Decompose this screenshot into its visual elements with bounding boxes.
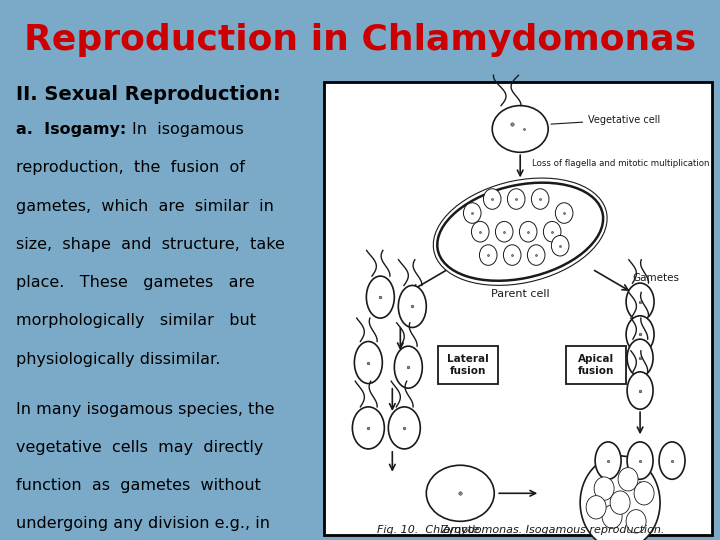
Ellipse shape — [395, 346, 423, 388]
Text: In many isogamous species, the: In many isogamous species, the — [16, 402, 274, 416]
Text: function  as  gametes  without: function as gametes without — [16, 478, 261, 493]
Circle shape — [503, 245, 521, 265]
Ellipse shape — [426, 465, 494, 521]
Ellipse shape — [398, 286, 426, 327]
Ellipse shape — [352, 407, 384, 449]
Ellipse shape — [366, 276, 395, 318]
Text: a.  Isogamy:: a. Isogamy: — [16, 122, 126, 137]
Circle shape — [610, 491, 630, 514]
Text: place.   These   gametes   are: place. These gametes are — [16, 275, 254, 290]
Circle shape — [634, 482, 654, 505]
Circle shape — [483, 189, 501, 210]
Ellipse shape — [626, 283, 654, 320]
Circle shape — [602, 505, 622, 528]
Text: Fig. 10.  Chlamydomonas. Isogamous reproduction.: Fig. 10. Chlamydomonas. Isogamous reprod… — [377, 525, 664, 535]
Circle shape — [594, 477, 614, 500]
Text: undergoing any division e.g., in: undergoing any division e.g., in — [16, 516, 270, 531]
Text: Apical
fusion: Apical fusion — [578, 354, 614, 376]
Ellipse shape — [627, 339, 653, 376]
Text: Reproduction in Chlamydomonas: Reproduction in Chlamydomonas — [24, 23, 696, 57]
Text: vegetative  cells  may  directly: vegetative cells may directly — [16, 440, 263, 455]
Ellipse shape — [437, 183, 603, 281]
Circle shape — [531, 189, 549, 210]
FancyBboxPatch shape — [566, 346, 626, 383]
Text: Gametes: Gametes — [632, 273, 679, 283]
Ellipse shape — [388, 407, 420, 449]
Circle shape — [552, 235, 569, 256]
Text: gametes,  which  are  similar  in: gametes, which are similar in — [16, 199, 274, 213]
Text: reproduction,  the  fusion  of: reproduction, the fusion of — [16, 160, 245, 176]
Circle shape — [519, 221, 537, 242]
Text: Zygote: Zygote — [441, 525, 480, 535]
Circle shape — [626, 510, 646, 533]
Text: II. Sexual Reproduction:: II. Sexual Reproduction: — [16, 85, 280, 104]
Ellipse shape — [492, 106, 548, 152]
Circle shape — [508, 189, 525, 210]
Ellipse shape — [354, 341, 382, 383]
Text: physiologically dissimilar.: physiologically dissimilar. — [16, 352, 220, 367]
Circle shape — [464, 202, 481, 224]
Ellipse shape — [627, 442, 653, 480]
Circle shape — [495, 221, 513, 242]
Ellipse shape — [627, 372, 653, 409]
Circle shape — [544, 221, 561, 242]
Circle shape — [618, 468, 638, 491]
FancyBboxPatch shape — [325, 82, 712, 535]
Circle shape — [586, 496, 606, 519]
Circle shape — [527, 245, 545, 265]
Ellipse shape — [659, 442, 685, 480]
Text: size,  shape  and  structure,  take: size, shape and structure, take — [16, 237, 284, 252]
Circle shape — [472, 221, 489, 242]
Ellipse shape — [595, 442, 621, 480]
Circle shape — [580, 456, 660, 540]
Ellipse shape — [626, 316, 654, 353]
Circle shape — [555, 202, 573, 224]
Text: morphologically   similar   but: morphologically similar but — [16, 313, 256, 328]
Text: In  isogamous: In isogamous — [132, 122, 243, 137]
Circle shape — [480, 245, 497, 265]
Text: Parent cell: Parent cell — [491, 289, 549, 299]
Text: Vegetative cell: Vegetative cell — [551, 114, 660, 125]
FancyBboxPatch shape — [438, 346, 498, 383]
Text: Loss of flagella and mitotic multiplication: Loss of flagella and mitotic multiplicat… — [532, 159, 710, 168]
Text: Lateral
fusion: Lateral fusion — [447, 354, 489, 376]
